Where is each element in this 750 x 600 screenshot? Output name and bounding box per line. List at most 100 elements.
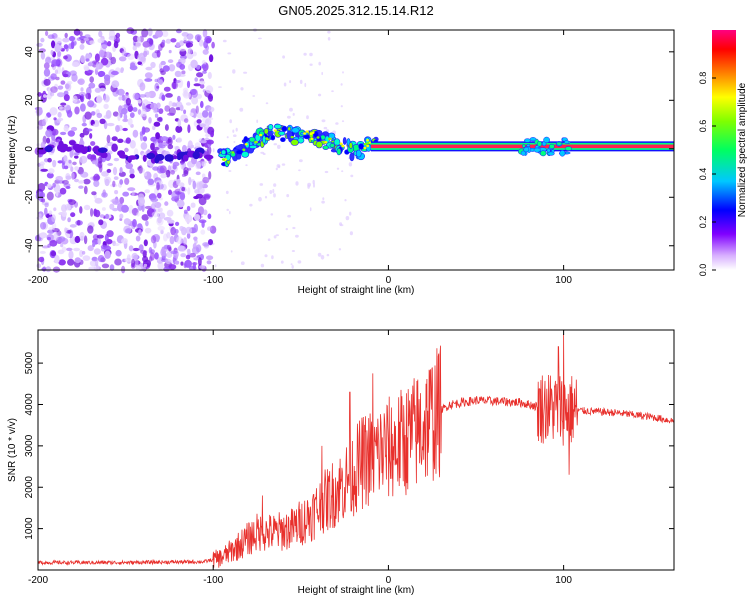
noise-blob (129, 168, 135, 175)
onset-blob (290, 138, 299, 146)
y-tick-label: 2000 (24, 476, 35, 499)
noise-blob (71, 126, 78, 132)
noise-blob (46, 191, 54, 201)
noise-blob (208, 54, 214, 63)
burst-blob (522, 144, 526, 148)
noise-blob (53, 117, 57, 121)
noise-blob (184, 118, 189, 123)
ridge-blob (65, 146, 72, 152)
noise-blob (185, 42, 194, 48)
noise-blob (170, 169, 175, 175)
noise-blob (151, 211, 160, 218)
noise-blob (74, 235, 81, 244)
noise-blob (57, 111, 62, 118)
faint-blob (331, 90, 334, 93)
noise-blob (44, 115, 48, 123)
onset-core (254, 141, 258, 144)
noise-blob (89, 133, 93, 139)
noise-blob (137, 197, 145, 206)
noise-blob (180, 253, 187, 258)
noise-blob (157, 216, 162, 224)
onset-blob (278, 131, 286, 136)
noise-blob (207, 226, 213, 231)
onset-core (276, 134, 280, 137)
noise-blob (190, 144, 195, 149)
noise-blob (190, 59, 198, 69)
onset-blob (336, 147, 342, 156)
onset-core (339, 142, 343, 145)
faint-blob (267, 238, 271, 241)
faint-blob (227, 52, 232, 55)
noise-blob (98, 156, 103, 164)
noise-blob (94, 53, 100, 62)
noise-blob (98, 49, 105, 58)
noise-blob (186, 232, 191, 239)
burst-blob (564, 140, 570, 144)
noise-blob (67, 217, 71, 223)
noise-blob (136, 36, 141, 42)
noise-blob (83, 66, 90, 71)
faint-blob (270, 213, 274, 216)
noise-blob (205, 85, 214, 94)
noise-blob (207, 213, 212, 220)
noise-blob (91, 191, 97, 196)
noise-blob (59, 187, 67, 195)
faint-blob (225, 190, 229, 195)
noise-blob (129, 140, 136, 149)
faint-blob (309, 207, 312, 212)
ridge-blob (127, 157, 132, 163)
noise-blob (40, 141, 46, 150)
noise-blob (181, 187, 186, 192)
onset-blob (235, 145, 243, 150)
noise-blob (183, 237, 187, 246)
noise-blob (182, 87, 189, 94)
noise-blob (51, 59, 59, 67)
noise-blob (150, 197, 159, 203)
noise-blob (161, 94, 166, 101)
noise-blob (54, 255, 60, 264)
noise-blob (76, 219, 81, 226)
y-tick-label: 20 (24, 94, 35, 106)
noise-blob (170, 250, 178, 255)
noise-blob (40, 37, 45, 43)
noise-blob (115, 32, 121, 39)
faint-blob (338, 248, 342, 251)
noise-blob (175, 221, 180, 226)
noise-blob (53, 232, 59, 241)
burst-blob (564, 146, 573, 151)
noise-blob (165, 93, 173, 98)
onset-blob (267, 130, 273, 137)
noise-blob (149, 38, 154, 45)
faint-blob (326, 253, 330, 257)
noise-blob (101, 263, 110, 269)
faint-blob (320, 254, 325, 260)
noise-blob (66, 247, 72, 251)
noise-blob (206, 139, 214, 145)
noise-blob (193, 236, 198, 241)
noise-blob (160, 136, 169, 142)
noise-blob (162, 30, 169, 38)
noise-blob (96, 95, 103, 104)
noise-blob (118, 96, 123, 101)
faint-blob (289, 80, 292, 84)
noise-blob (47, 34, 55, 39)
noise-blob (131, 252, 138, 261)
y-tick-label: 3000 (24, 434, 35, 457)
noise-blob (148, 256, 153, 262)
noise-blob (62, 37, 70, 43)
noise-blob (45, 30, 49, 36)
snr-marks (37, 334, 675, 568)
noise-blob (57, 85, 64, 90)
noise-blob (135, 235, 141, 242)
noise-blob (196, 119, 202, 124)
onset-blob (248, 144, 258, 149)
noise-blob (39, 232, 48, 239)
noise-blob (195, 171, 201, 176)
noise-blob (147, 178, 155, 186)
burst-blob (549, 143, 555, 149)
faint-blob (344, 199, 347, 202)
onset-blob (291, 127, 300, 134)
noise-blob (61, 211, 67, 217)
noise-blob (58, 259, 66, 266)
